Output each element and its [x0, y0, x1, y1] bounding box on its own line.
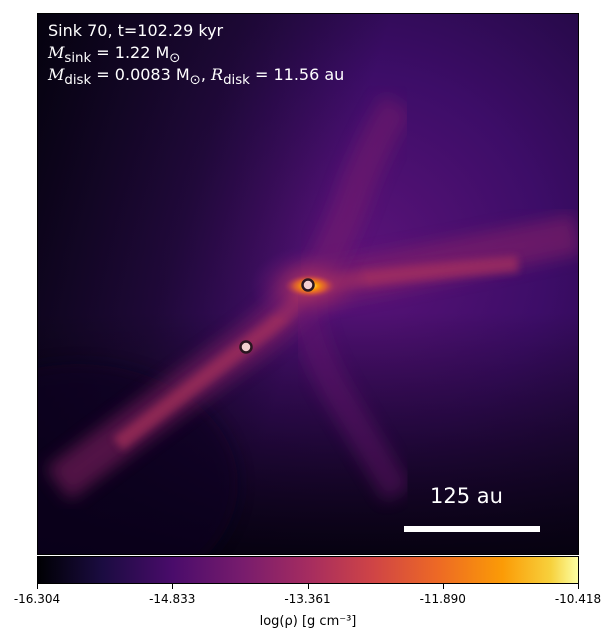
scale-bar-label: 125 au [430, 484, 503, 508]
title-label: Sink 70, t=102.29 kyr [48, 21, 224, 40]
colorbar-tick [442, 584, 444, 589]
colorbar-tick-label: -14.833 [149, 592, 196, 606]
colorbar-tick-label: -10.418 [554, 592, 602, 606]
colorbar-tick-label: -16.304 [13, 592, 61, 606]
colorbar-label: log(ρ) [g cm⁻³] [259, 614, 357, 629]
disk-properties-label: Mdisk = 0.0083 M⊙, Rdisk = 11.56 au [48, 65, 345, 89]
colorbar [37, 556, 579, 584]
colorbar-tick [578, 584, 579, 589]
density-map: Sink 70, t=102.29 kyr Msink = 1.22 M⊙ Md… [37, 13, 579, 555]
scale-bar [404, 526, 540, 532]
sink-marker-primary [301, 278, 315, 292]
colorbar-tick [172, 584, 174, 589]
colorbar-tick-label: -13.361 [284, 592, 331, 606]
sink-mass-label: Msink = 1.22 M⊙ [48, 43, 181, 67]
colorbar-tick [307, 584, 309, 589]
colorbar-tick [37, 584, 38, 589]
density-image [38, 14, 578, 554]
colorbar-tick-label: -11.890 [419, 592, 466, 606]
sink-marker-secondary [239, 340, 253, 354]
